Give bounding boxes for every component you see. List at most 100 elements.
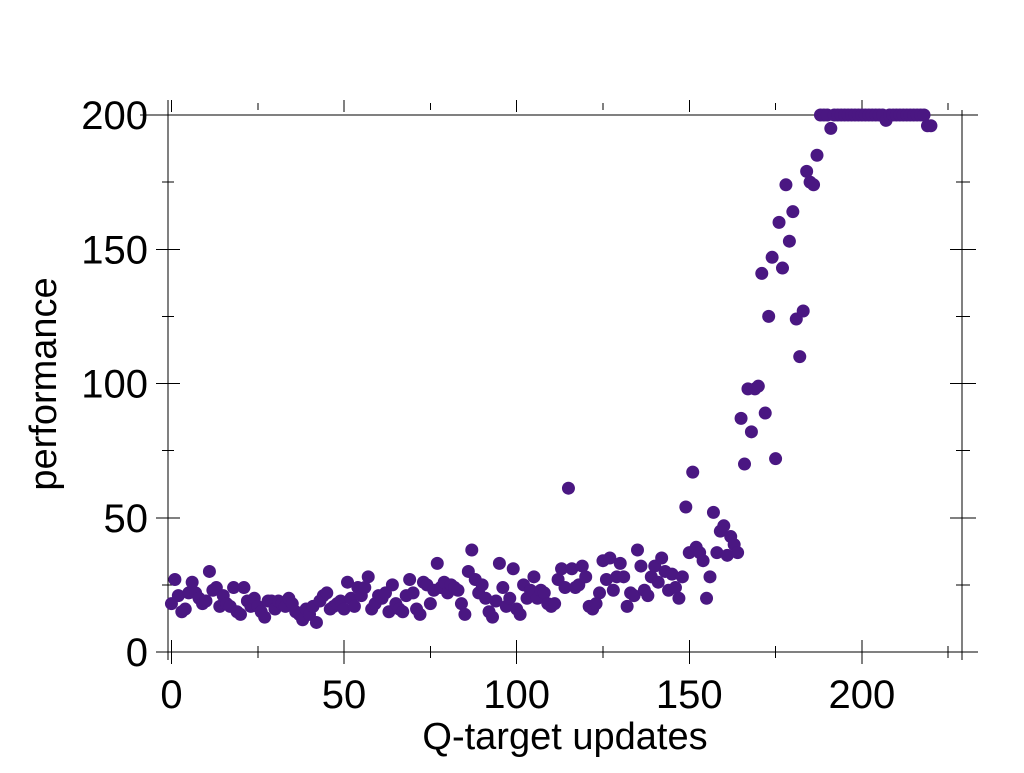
data-point — [451, 583, 465, 597]
data-point — [575, 559, 589, 573]
data-point — [561, 481, 575, 495]
data-point — [503, 591, 517, 605]
data-point — [309, 615, 323, 629]
data-point — [358, 581, 372, 595]
data-point — [641, 589, 655, 603]
data-point — [171, 589, 185, 603]
data-point — [548, 597, 562, 611]
y-tick-label: 200 — [81, 94, 148, 138]
data-point — [233, 607, 247, 621]
data-point — [396, 605, 410, 619]
data-point — [703, 570, 717, 584]
data-point — [762, 309, 776, 323]
data-point — [489, 594, 503, 608]
data-point — [627, 589, 641, 603]
data-point — [185, 575, 199, 589]
data-point — [337, 602, 351, 616]
data-point — [537, 586, 551, 600]
x-tick-label: 50 — [322, 673, 367, 717]
data-point — [717, 519, 731, 533]
data-point — [731, 546, 745, 560]
data-point — [772, 215, 786, 229]
data-point — [710, 546, 724, 560]
data-point — [630, 543, 644, 557]
data-point — [800, 164, 814, 178]
data-point — [810, 148, 824, 162]
data-point — [558, 581, 572, 595]
data-point — [696, 554, 710, 568]
data-point — [579, 570, 593, 584]
data-point — [807, 178, 821, 192]
data-point — [475, 578, 489, 592]
data-point — [589, 597, 603, 611]
data-point — [924, 119, 938, 133]
data-point — [706, 505, 720, 519]
data-point — [406, 586, 420, 600]
y-axis-title: performance — [23, 277, 65, 490]
data-point — [617, 570, 631, 584]
data-points — [164, 108, 938, 629]
data-point — [423, 597, 437, 611]
data-point — [734, 411, 748, 425]
data-point — [465, 543, 479, 557]
data-point — [513, 607, 527, 621]
data-point — [634, 559, 648, 573]
x-axis-title: Q-target updates — [422, 716, 707, 758]
data-point — [665, 567, 679, 581]
data-point — [492, 556, 506, 570]
x-tick-label: 200 — [829, 673, 896, 717]
data-point — [458, 607, 472, 621]
data-point — [454, 597, 468, 611]
x-tick-label: 100 — [483, 673, 550, 717]
data-point — [765, 250, 779, 264]
data-point — [793, 350, 807, 364]
data-point — [565, 562, 579, 576]
data-point — [178, 602, 192, 616]
data-point — [361, 570, 375, 584]
data-point — [738, 457, 752, 471]
data-point — [679, 500, 693, 514]
data-point — [751, 379, 765, 393]
data-point — [620, 599, 634, 613]
data-point — [824, 121, 838, 135]
data-point — [555, 562, 569, 576]
data-point — [775, 261, 789, 275]
data-point — [385, 578, 399, 592]
data-point — [744, 425, 758, 439]
data-point — [613, 556, 627, 570]
y-tick-label: 100 — [81, 363, 148, 407]
y-tick-label: 50 — [104, 497, 149, 541]
data-point — [168, 573, 182, 587]
data-point — [782, 234, 796, 248]
data-point — [403, 573, 417, 587]
data-point — [779, 178, 793, 192]
data-point — [720, 548, 734, 562]
data-point — [755, 266, 769, 280]
data-point — [347, 599, 361, 613]
data-point — [686, 465, 700, 479]
x-tick-label: 0 — [160, 673, 182, 717]
tick-labels: 0 50 100 150 200 0 50 100 150 200 — [81, 94, 895, 717]
x-tick-label: 150 — [656, 673, 723, 717]
data-point — [593, 586, 607, 600]
data-point — [413, 607, 427, 621]
data-point — [258, 610, 272, 624]
data-point — [599, 573, 613, 587]
data-point — [675, 570, 689, 584]
data-point — [320, 586, 334, 600]
data-point — [655, 551, 669, 565]
data-point — [199, 594, 213, 608]
data-point — [603, 551, 617, 565]
data-point — [527, 570, 541, 584]
data-point — [227, 581, 241, 595]
data-point — [700, 591, 714, 605]
data-point — [769, 452, 783, 466]
data-point — [237, 581, 251, 595]
data-point — [479, 591, 493, 605]
data-point — [486, 610, 500, 624]
y-tick-label: 0 — [126, 631, 148, 675]
data-point — [651, 575, 665, 589]
data-point — [672, 591, 686, 605]
